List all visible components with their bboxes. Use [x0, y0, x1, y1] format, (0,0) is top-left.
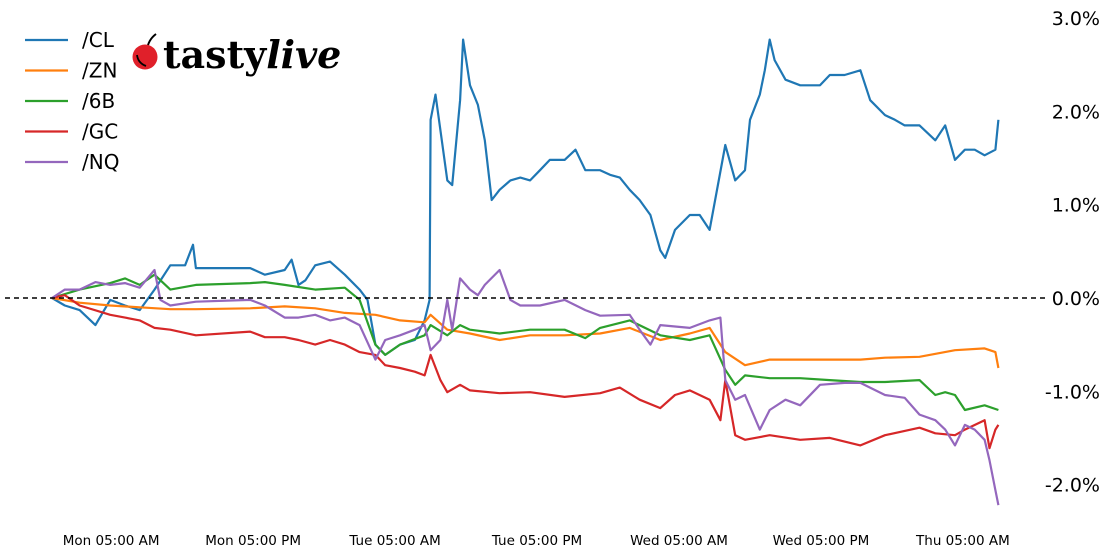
legend-label: /GC: [82, 120, 118, 144]
cherry-icon: [132, 33, 158, 70]
series-line-nq: [51, 268, 1000, 506]
tastylive-logo: tastylive: [132, 32, 341, 77]
x-tick-label: Tue 05:00 PM: [491, 533, 582, 549]
series-layer: [51, 38, 1000, 506]
x-tick-label: Mon 05:00 AM: [63, 533, 160, 549]
series-line-cl: [51, 38, 1000, 356]
y-tick-label: 3.0%: [1052, 8, 1100, 30]
legend-label: /ZN: [82, 59, 117, 83]
legend-item: /6B: [25, 89, 115, 113]
x-axis-ticks: Mon 05:00 AM Mon 05:00 PM Tue 05:00 AM Tue …: [63, 533, 1010, 549]
y-axis-ticks: 3.0% 2.0% 1.0% 0.0% -1.0% -2.0%: [1045, 8, 1100, 497]
legend-item: /CL: [25, 28, 115, 52]
x-tick-label: Wed 05:00 AM: [630, 533, 728, 549]
x-tick-label: Tue 05:00 AM: [348, 533, 440, 549]
series-line-gc: [51, 294, 1000, 450]
legend: /CL/ZN/6B/GC/NQ: [25, 28, 119, 174]
series-line-zn: [51, 296, 1000, 369]
logo-text-live: live: [266, 32, 341, 77]
x-tick-label: Wed 05:00 PM: [773, 533, 870, 549]
legend-label: /6B: [82, 89, 115, 113]
y-tick-label: 0.0%: [1052, 288, 1100, 310]
y-tick-label: 1.0%: [1052, 195, 1100, 217]
logo-wordmark: tastylive: [163, 32, 341, 77]
x-tick-label: Thu 05:00 AM: [915, 533, 1010, 549]
y-tick-label: -1.0%: [1045, 381, 1100, 403]
legend-label: /CL: [82, 28, 115, 52]
legend-label: /NQ: [82, 150, 119, 174]
x-tick-label: Mon 05:00 PM: [205, 533, 301, 549]
legend-item: /GC: [25, 120, 118, 144]
series-line-6b: [51, 273, 999, 412]
y-tick-label: -2.0%: [1045, 475, 1100, 497]
legend-item: /NQ: [25, 150, 119, 174]
logo-text-tasty: tasty: [163, 32, 267, 77]
legend-item: /ZN: [25, 59, 117, 83]
y-tick-label: 2.0%: [1052, 101, 1100, 123]
